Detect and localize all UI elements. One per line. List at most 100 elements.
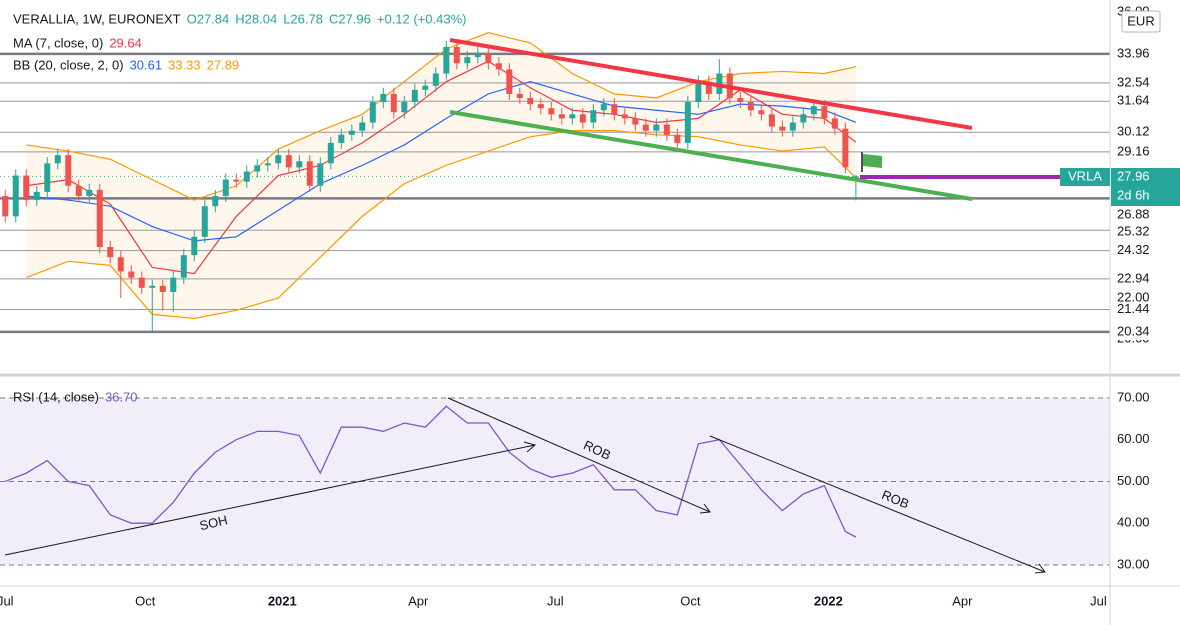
candle-body — [737, 97, 744, 103]
level-label-bg — [1112, 93, 1179, 110]
candle-body — [527, 97, 534, 105]
candle-body — [432, 73, 439, 86]
support-trendline — [449, 110, 973, 201]
ohlc-value: H28.04 — [235, 11, 277, 26]
legend: VERALLIA, 1W, EURONEXT O27.84 H28.04 L26.78… — [13, 11, 467, 404]
level-label-bg — [1112, 224, 1179, 240]
soh-line — [4, 444, 536, 556]
candle-body — [474, 53, 481, 58]
x-tick-label: Apr — [952, 593, 973, 608]
candle-body — [33, 191, 40, 201]
indicator-line — [26, 130, 857, 320]
level-label: 22.94 — [1117, 270, 1150, 285]
indicator-value: 33.33 — [168, 57, 201, 72]
candle-body — [422, 85, 429, 90]
y-tick-label: 50.00 — [1117, 473, 1150, 488]
level-label: 24.32 — [1117, 242, 1150, 257]
arrow-head — [699, 503, 711, 514]
candle-body — [600, 104, 607, 111]
candle-body — [516, 93, 523, 98]
ohlc-value: O27.84 — [187, 11, 230, 26]
candle-body — [191, 236, 198, 256]
indicator-line — [26, 81, 857, 242]
candle-body — [579, 114, 586, 123]
candle-body — [548, 108, 555, 115]
indicator-value: 36.70 — [105, 389, 138, 404]
candle-body — [695, 81, 702, 103]
candle-body — [54, 155, 61, 164]
candle-body — [590, 110, 597, 123]
level-label: 29.16 — [1117, 143, 1150, 158]
indicator-value: 27.89 — [207, 57, 240, 72]
rsi-line — [5, 405, 857, 538]
level-label: 26.88 — [1117, 206, 1150, 221]
level-label: 25.32 — [1117, 223, 1150, 238]
candle-body — [180, 255, 187, 278]
candle-body — [621, 114, 628, 119]
currency: EUR — [1127, 13, 1154, 28]
candle-body — [558, 114, 565, 119]
candle-body — [222, 179, 229, 196]
candle-body — [569, 114, 576, 119]
candle-body — [348, 130, 355, 135]
candle-body — [684, 102, 691, 143]
level-label: 32.54 — [1117, 74, 1150, 89]
candle-body — [338, 134, 345, 143]
candle-body — [65, 155, 72, 186]
candle-body — [117, 257, 124, 272]
indicator-name: MA (7, close, 0) — [13, 35, 103, 50]
candle-body — [212, 195, 219, 207]
candle-body — [359, 122, 366, 131]
last-price: 27.96 — [1117, 168, 1150, 183]
candle-body — [758, 110, 765, 115]
x-tick-label: Oct — [680, 593, 701, 608]
drawings: SOH ROB ROB — [4, 38, 1060, 574]
ohlc-value: C27.96 — [329, 11, 371, 26]
symbol-box — [1060, 168, 1110, 186]
candle-body — [369, 102, 376, 123]
candle-body — [23, 175, 30, 201]
level-label-bg — [1112, 323, 1179, 340]
indicator-name: BB (20, close, 2, 0) — [13, 57, 124, 72]
candle-body — [779, 126, 786, 131]
candle-body — [2, 195, 9, 217]
candle-body — [317, 163, 324, 186]
level-label-bg — [1112, 207, 1179, 223]
candle-body — [842, 128, 849, 168]
arrow-head — [523, 441, 537, 453]
level-label-bg — [1112, 74, 1179, 91]
level-label-bg — [1112, 242, 1179, 259]
last-price-box — [1111, 168, 1180, 206]
flag — [863, 154, 882, 168]
x-tick-label: 2022 — [814, 593, 843, 608]
candle-body — [149, 285, 156, 288]
candle-body — [632, 118, 639, 125]
candle-body — [810, 106, 817, 115]
candle-body — [453, 46, 460, 64]
symbol-title: VERALLIA, 1W, EURONEXT — [13, 11, 181, 26]
candle-body — [380, 93, 387, 103]
arrow-head — [1034, 563, 1046, 574]
candle-body — [747, 102, 754, 111]
candle-body — [401, 102, 408, 113]
indicator-value: 30.61 — [130, 57, 163, 72]
candle-body — [86, 189, 93, 196]
candle-body — [159, 285, 166, 292]
x-tick-label: Apr — [408, 593, 429, 608]
candle-body — [443, 46, 450, 74]
x-tick-label: Oct — [135, 593, 156, 608]
candle-body — [233, 179, 240, 182]
candle-body — [44, 163, 51, 192]
currency-box[interactable] — [1121, 10, 1161, 33]
candle-body — [75, 185, 82, 196]
indicator-value: 29.64 — [109, 35, 142, 50]
change: +0.12 (+0.43%) — [377, 11, 467, 26]
y-tick-label: 22.00 — [1117, 289, 1150, 304]
rsi-pane — [0, 397, 1110, 566]
ohlc-value: L26.78 — [283, 11, 323, 26]
y-tick-label: 30.00 — [1117, 556, 1150, 571]
candle-body — [411, 89, 418, 103]
